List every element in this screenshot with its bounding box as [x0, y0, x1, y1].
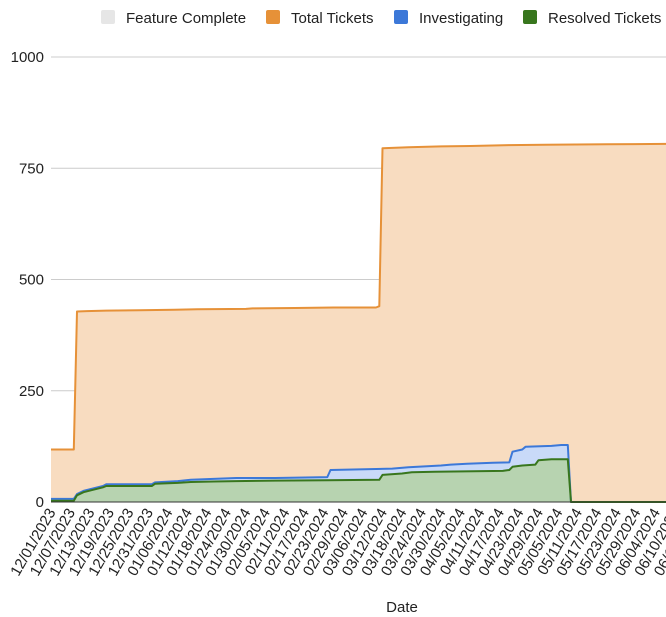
x-axis-ticks: 12/01/202312/07/202312/13/202312/19/2023… [7, 506, 666, 580]
x-axis-title: Date [386, 599, 418, 616]
legend-item-feature-complete[interactable]: Feature Complete [101, 10, 246, 27]
legend: Feature Complete Total Tickets Investiga… [101, 10, 661, 27]
y-axis-ticks: 0 250 500 750 1000 [11, 49, 44, 511]
legend-swatch-feature-complete [101, 10, 115, 24]
legend-label-resolved-tickets: Resolved Tickets [548, 10, 661, 27]
legend-item-investigating[interactable]: Investigating [394, 10, 503, 27]
y-tick-label: 750 [19, 160, 44, 177]
legend-swatch-total-tickets [266, 10, 280, 24]
line-total-tickets [51, 142, 666, 451]
legend-swatch-investigating [394, 10, 408, 24]
legend-label-investigating: Investigating [419, 10, 503, 27]
area-total-tickets [51, 143, 666, 502]
line-investigating [51, 444, 666, 503]
series-lines [51, 142, 666, 503]
series-areas [51, 143, 666, 502]
legend-item-total-tickets[interactable]: Total Tickets [266, 10, 374, 27]
legend-label-feature-complete: Feature Complete [126, 10, 246, 27]
legend-swatch-resolved-tickets [523, 10, 537, 24]
legend-item-resolved-tickets[interactable]: Resolved Tickets [523, 10, 661, 27]
y-tick-label: 500 [19, 272, 44, 289]
legend-label-total-tickets: Total Tickets [291, 10, 374, 27]
y-tick-label: 250 [19, 383, 44, 400]
y-tick-label: 0 [36, 494, 44, 511]
line-resolved-tickets [51, 458, 666, 503]
y-tick-label: 1000 [11, 49, 44, 66]
